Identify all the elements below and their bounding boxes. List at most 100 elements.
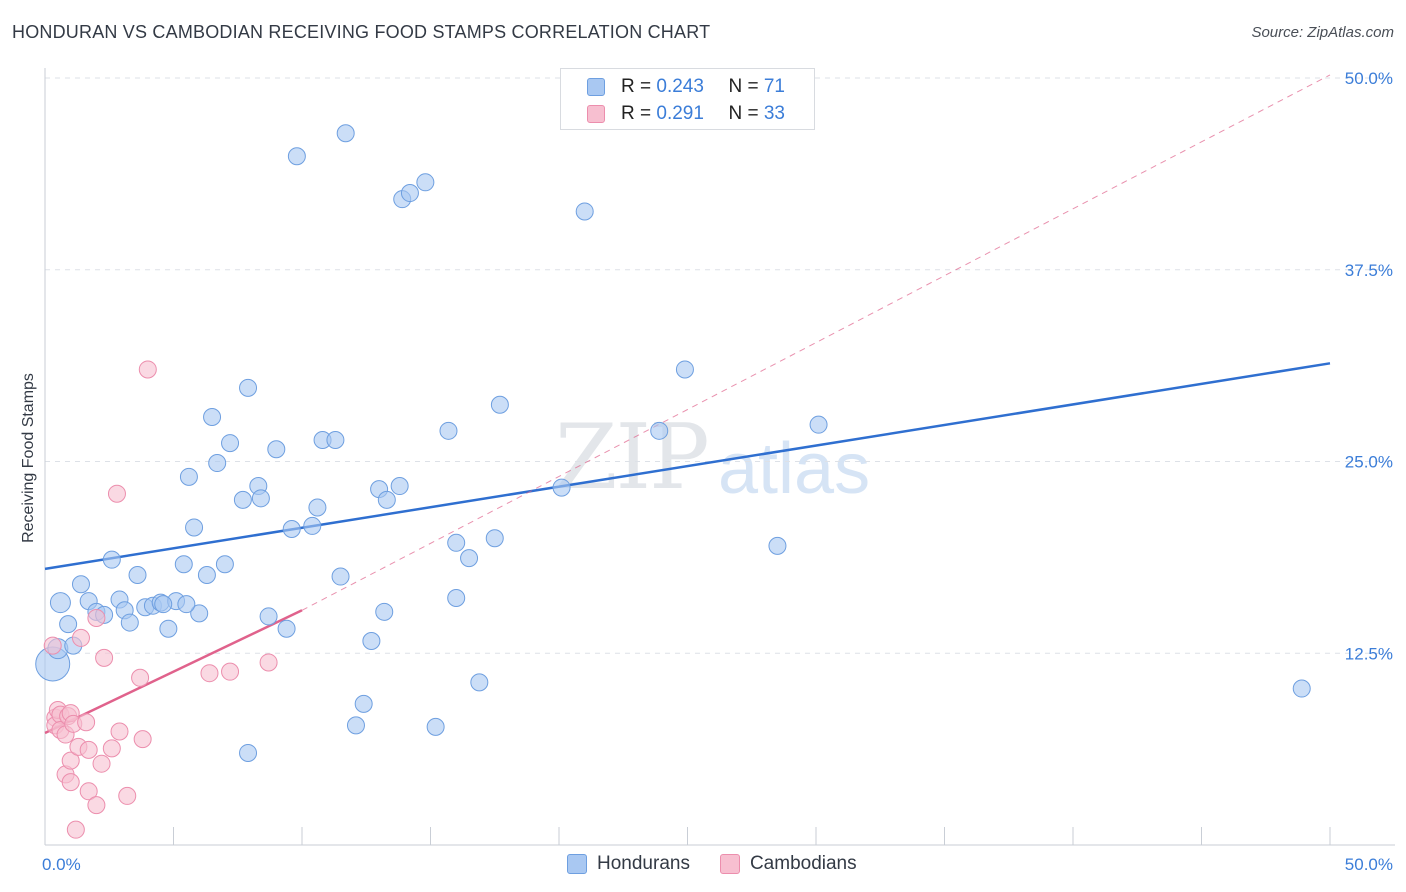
- honduran-point-69[interactable]: [177, 595, 196, 614]
- axis-layer: [44, 68, 1395, 846]
- honduran-point-68[interactable]: [1292, 679, 1311, 698]
- honduran-point-21[interactable]: [185, 518, 204, 537]
- cambodian-point-9[interactable]: [61, 751, 80, 770]
- honduran-point-22[interactable]: [190, 604, 209, 623]
- cambodian-point-27[interactable]: [131, 668, 150, 687]
- cambodian-point-22[interactable]: [95, 648, 114, 667]
- honduran-point-30[interactable]: [239, 378, 258, 397]
- honduran-point-57[interactable]: [447, 589, 466, 608]
- honduran-point-45[interactable]: [354, 694, 373, 713]
- source-label: Source: ZipAtlas.com: [1251, 24, 1394, 41]
- honduran-point-25[interactable]: [208, 454, 227, 473]
- honduran-point-12[interactable]: [120, 613, 139, 632]
- label-layer: 12.5% 25.0% 37.5% 50.0% 0.0% 50.0% Receiving F…: [20, 69, 1393, 874]
- series-legend-cambodians[interactable]: Cambodians: [719, 853, 857, 875]
- honduran-point-29[interactable]: [239, 743, 258, 762]
- honduran-point-35[interactable]: [277, 619, 296, 638]
- honduran-point-52[interactable]: [400, 184, 419, 203]
- honduran-point-23[interactable]: [197, 566, 216, 585]
- x-tick-label-0: 0.0%: [42, 855, 81, 874]
- y-tick-label-0: 12.5%: [1345, 644, 1393, 663]
- cambodian-point-19[interactable]: [87, 796, 106, 815]
- honduran-point-43[interactable]: [336, 124, 355, 143]
- honduran-point-48[interactable]: [375, 602, 394, 621]
- cambodian-point-28[interactable]: [133, 730, 152, 749]
- honduran-point-9[interactable]: [102, 550, 121, 569]
- honduran-point-67[interactable]: [809, 415, 828, 434]
- honduran-point-2[interactable]: [49, 592, 71, 614]
- honduran-point-65[interactable]: [675, 360, 694, 379]
- honduran-point-42[interactable]: [331, 567, 350, 586]
- honduran-point-13[interactable]: [128, 566, 147, 585]
- honduran-point-17[interactable]: [159, 619, 178, 638]
- honduran-point-46[interactable]: [362, 631, 381, 650]
- honduran-point-32[interactable]: [251, 489, 270, 508]
- cambodian-point-17[interactable]: [79, 782, 98, 801]
- honduran-point-56[interactable]: [447, 533, 466, 552]
- honduran-point-41[interactable]: [326, 431, 345, 450]
- honduran-point-27[interactable]: [221, 434, 240, 453]
- honduran-point-55[interactable]: [439, 421, 458, 440]
- honduran-point-36[interactable]: [282, 519, 301, 538]
- series-legend-hondurans[interactable]: Hondurans: [567, 853, 690, 875]
- honduran-point-19[interactable]: [174, 555, 193, 574]
- cambodian-point-13[interactable]: [66, 820, 85, 839]
- honduran-point-26[interactable]: [215, 555, 234, 574]
- legend-n-label-cambodians: N =: [728, 103, 764, 124]
- honduran-point-5[interactable]: [71, 575, 90, 594]
- honduran-point-58[interactable]: [460, 549, 479, 568]
- chart-title: HONDURAN VS CAMBODIAN RECEIVING FOOD STA…: [12, 22, 711, 42]
- cambodian-point-20[interactable]: [87, 608, 106, 627]
- honduran-point-53[interactable]: [416, 173, 435, 192]
- honduran-point-70[interactable]: [154, 595, 173, 614]
- honduran-point-37[interactable]: [287, 147, 306, 166]
- honduran-point-59[interactable]: [470, 673, 489, 692]
- trendline-2: [301, 74, 1331, 611]
- honduran-point-38[interactable]: [303, 516, 322, 535]
- honduran-point-60[interactable]: [485, 529, 504, 548]
- honduran-point-64[interactable]: [650, 421, 669, 440]
- honduran-point-3[interactable]: [59, 615, 78, 634]
- legend-r-label-hondurans: R =: [621, 76, 657, 97]
- honduran-point-66[interactable]: [768, 536, 787, 555]
- cambodian-point-16[interactable]: [77, 713, 96, 732]
- cambodian-point-30[interactable]: [200, 664, 219, 683]
- cambodian-point-15[interactable]: [71, 628, 90, 647]
- cambodian-point-25[interactable]: [110, 722, 129, 741]
- trendline-0: [44, 362, 1331, 571]
- series-label-cambodians: Cambodians: [749, 853, 857, 874]
- legend-n-value-cambodians: 33: [763, 103, 785, 124]
- x-tick-label-1: 50.0%: [1345, 855, 1393, 874]
- y-tick-label-2: 37.5%: [1345, 261, 1393, 280]
- honduran-point-63[interactable]: [575, 202, 594, 221]
- cambodian-point-11[interactable]: [61, 773, 80, 792]
- honduran-point-61[interactable]: [490, 395, 509, 414]
- cambodian-point-0[interactable]: [43, 636, 62, 655]
- cambodian-point-29[interactable]: [138, 360, 157, 379]
- honduran-point-34[interactable]: [267, 440, 286, 459]
- honduran-point-50[interactable]: [390, 477, 409, 496]
- honduran-point-62[interactable]: [552, 478, 571, 497]
- y-tick-label-3: 50.0%: [1345, 69, 1393, 88]
- legend-n-label-hondurans: N =: [728, 76, 764, 97]
- cambodian-point-23[interactable]: [102, 739, 121, 758]
- honduran-point-28[interactable]: [233, 490, 252, 509]
- watermark-zip: ZIP: [555, 405, 710, 510]
- cambodian-point-24[interactable]: [107, 484, 126, 503]
- honduran-point-39[interactable]: [308, 498, 327, 517]
- honduran-point-44[interactable]: [346, 716, 365, 735]
- honduran-point-49[interactable]: [377, 490, 396, 509]
- series-legend: Hondurans Cambodians: [567, 852, 887, 876]
- cambodian-point-31[interactable]: [221, 662, 240, 681]
- cambodian-point-32[interactable]: [259, 653, 278, 672]
- honduran-point-54[interactable]: [426, 717, 445, 736]
- honduran-point-24[interactable]: [203, 408, 222, 427]
- cambodian-point-26[interactable]: [118, 786, 137, 805]
- honduran-point-33[interactable]: [259, 607, 278, 626]
- cambodian-point-21[interactable]: [92, 754, 111, 773]
- correlation-legend: R = 0.243 N = 71 R = 0.291 N = 33: [560, 68, 815, 130]
- honduran-point-20[interactable]: [179, 467, 198, 486]
- series-swatch-cambodians: [719, 854, 740, 874]
- series-label-hondurans: Hondurans: [597, 853, 690, 874]
- cambodian-point-18[interactable]: [79, 740, 98, 759]
